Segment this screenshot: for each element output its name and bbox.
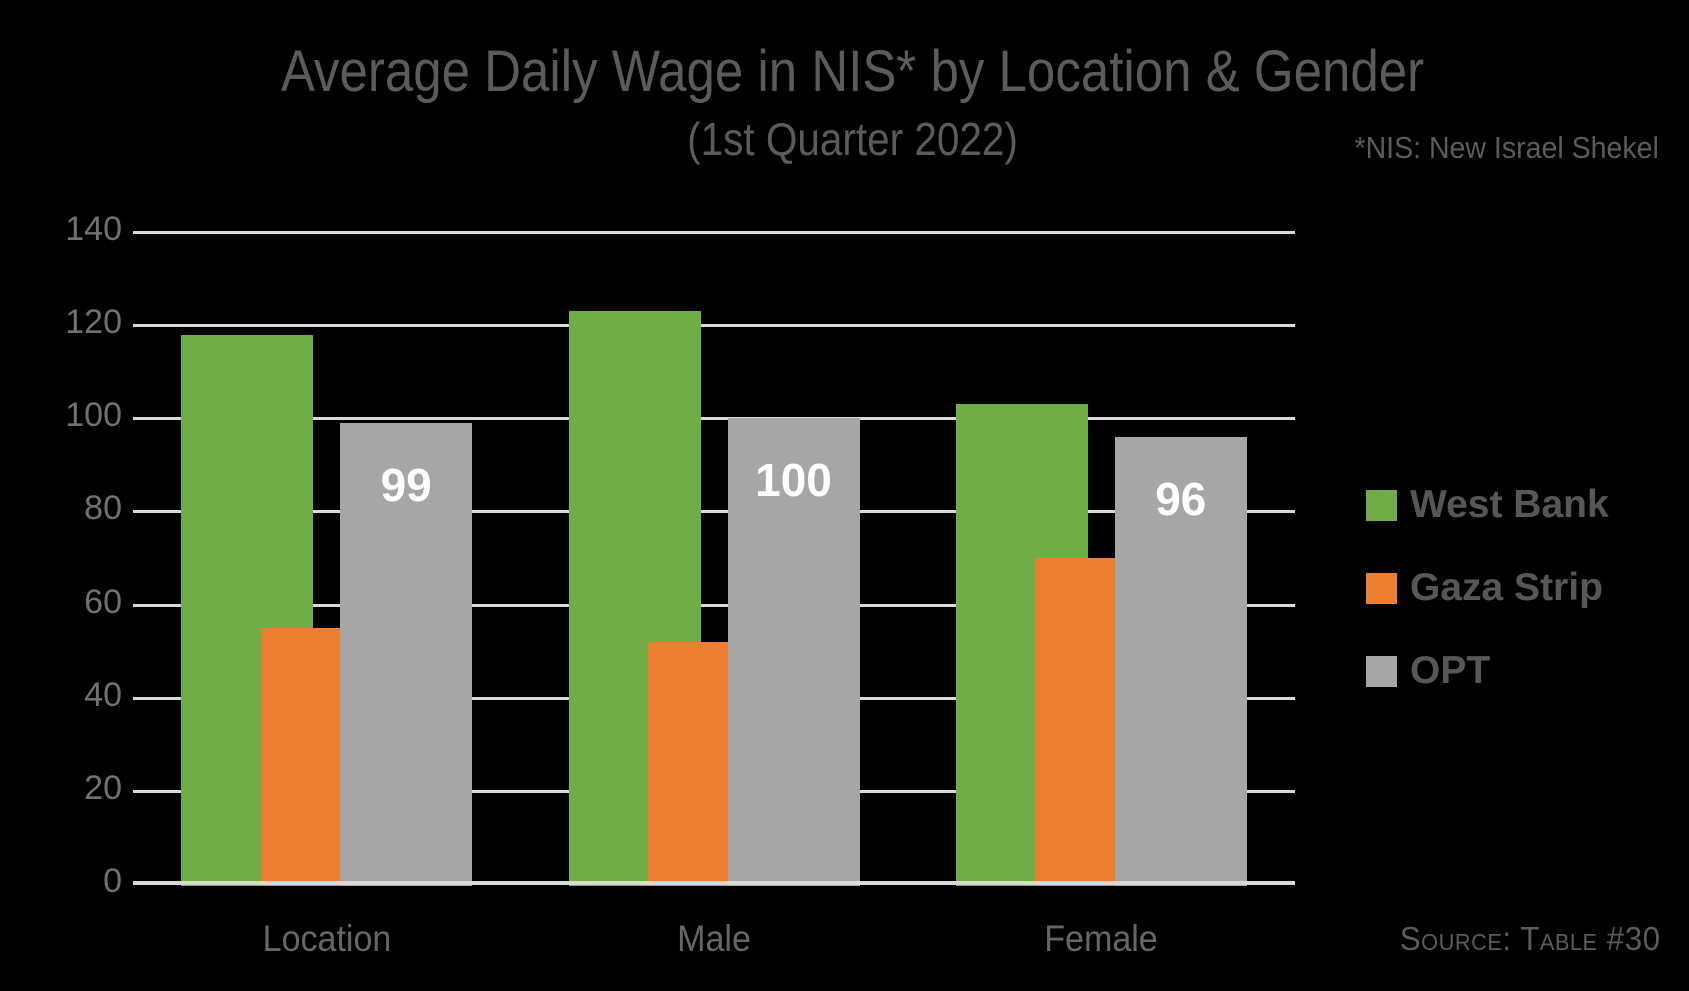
- gridline-140: [133, 231, 1295, 234]
- bar-opt: [727, 418, 860, 886]
- bar-opt: [340, 423, 473, 886]
- gridline-120: [133, 324, 1295, 327]
- y-tick-label: 140: [65, 210, 122, 248]
- bar-value-label: 99: [380, 459, 432, 511]
- legend-item-west-bank: West Bank: [1366, 482, 1609, 528]
- chart-subtitle: (1st Quarter 2022): [687, 113, 1018, 165]
- legend-item-opt: OPT: [1366, 648, 1609, 694]
- legend-label: Gaza Strip: [1410, 566, 1603, 609]
- legend-swatch-icon: [1366, 572, 1397, 604]
- y-tick-label: 40: [84, 676, 122, 714]
- y-tick-label: 100: [65, 396, 122, 434]
- category-label-female: Female: [1044, 918, 1159, 959]
- x-axis-line: [133, 881, 1295, 885]
- gridline-60: [133, 604, 1295, 607]
- y-tick-label: 80: [84, 489, 122, 527]
- category-label-male: Male: [677, 918, 751, 959]
- bar-opt: [1114, 436, 1247, 886]
- chart-title: Average Daily Wage in NIS* by Location &…: [280, 39, 1425, 104]
- legend-swatch-icon: [1366, 655, 1397, 687]
- legend-label: West Bank: [1410, 483, 1609, 526]
- y-tick-label: 20: [84, 769, 122, 807]
- bar-value-label: 100: [755, 454, 832, 507]
- currency-footnote: *NIS: New Israel Shekel: [1354, 130, 1659, 165]
- legend-label: OPT: [1410, 649, 1491, 692]
- y-tick-label: 0: [103, 862, 122, 900]
- gridline-100: [133, 417, 1295, 420]
- category-label-location: Location: [262, 918, 391, 959]
- y-tick-label: 120: [65, 303, 122, 341]
- y-tick-label: 60: [84, 583, 122, 621]
- gridline-80: [133, 510, 1295, 513]
- legend-item-gaza-strip: Gaza Strip: [1366, 565, 1609, 611]
- legend: West Bank Gaza Strip OPT: [1366, 482, 1609, 694]
- source-note: Source: Table #30: [1400, 920, 1661, 957]
- bar-value-label: 96: [1155, 472, 1207, 525]
- legend-swatch-icon: [1366, 489, 1397, 521]
